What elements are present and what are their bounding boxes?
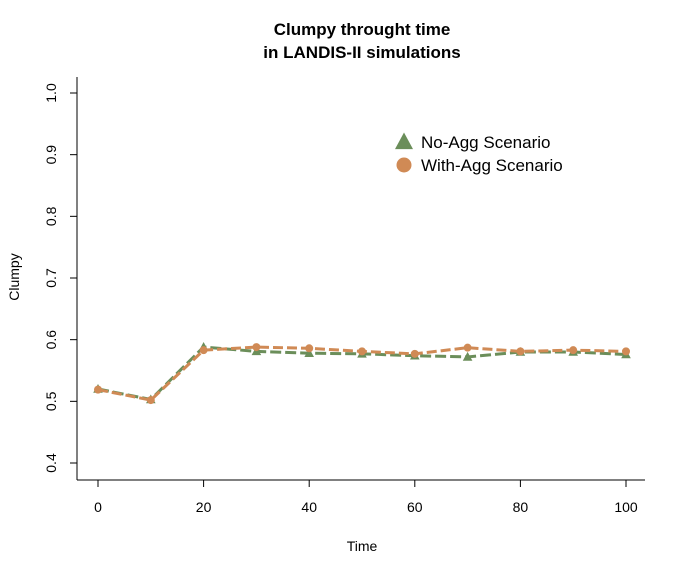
- x-tick-label: 0: [94, 499, 102, 515]
- y-tick-label: 0.8: [43, 206, 59, 226]
- chart-title-line2: in LANDIS-II simulations: [263, 43, 460, 62]
- axes: 0 20 40 60 80 100 0.4 0.5 0.6 0.7 0.8 0.9 1.0: [43, 77, 645, 515]
- data-point: [146, 396, 155, 405]
- data-point: [305, 344, 314, 353]
- y-tick-label: 1.0: [43, 83, 59, 103]
- data-point: [199, 346, 208, 355]
- data-point: [463, 343, 472, 352]
- data-point: [516, 347, 525, 356]
- legend-marker: [395, 132, 413, 150]
- x-axis-label: Time: [347, 538, 378, 554]
- y-tick-label: 0.7: [43, 268, 59, 288]
- data-point: [94, 385, 102, 394]
- data-point: [252, 343, 261, 352]
- y-tick-label: 0.4: [43, 453, 59, 473]
- data-point: [358, 347, 366, 356]
- chart-title-line1: Clumpy throught time: [274, 20, 451, 39]
- data-point: [462, 351, 473, 361]
- x-tick-label: 100: [614, 499, 638, 515]
- series-with-agg: [94, 343, 630, 405]
- y-tick-label: 0.6: [43, 330, 59, 350]
- y-tick-label: 0.9: [43, 145, 59, 165]
- x-tick-label: 80: [513, 499, 529, 515]
- legend-marker: [396, 157, 412, 173]
- legend-label: No-Agg Scenario: [421, 133, 550, 152]
- legend: No-Agg Scenario With-Agg Scenario: [395, 132, 563, 175]
- data-point: [304, 348, 314, 358]
- y-tick-label: 0.5: [43, 391, 59, 411]
- legend-label: With-Agg Scenario: [421, 156, 563, 175]
- x-tick-label: 60: [407, 499, 423, 515]
- y-axis-label: Clumpy: [6, 253, 22, 300]
- x-tick-label: 20: [196, 499, 212, 515]
- data-point: [569, 346, 578, 355]
- data-point: [410, 349, 419, 358]
- series-layer: [93, 342, 631, 405]
- data-point: [622, 347, 630, 356]
- x-tick-label: 40: [301, 499, 317, 515]
